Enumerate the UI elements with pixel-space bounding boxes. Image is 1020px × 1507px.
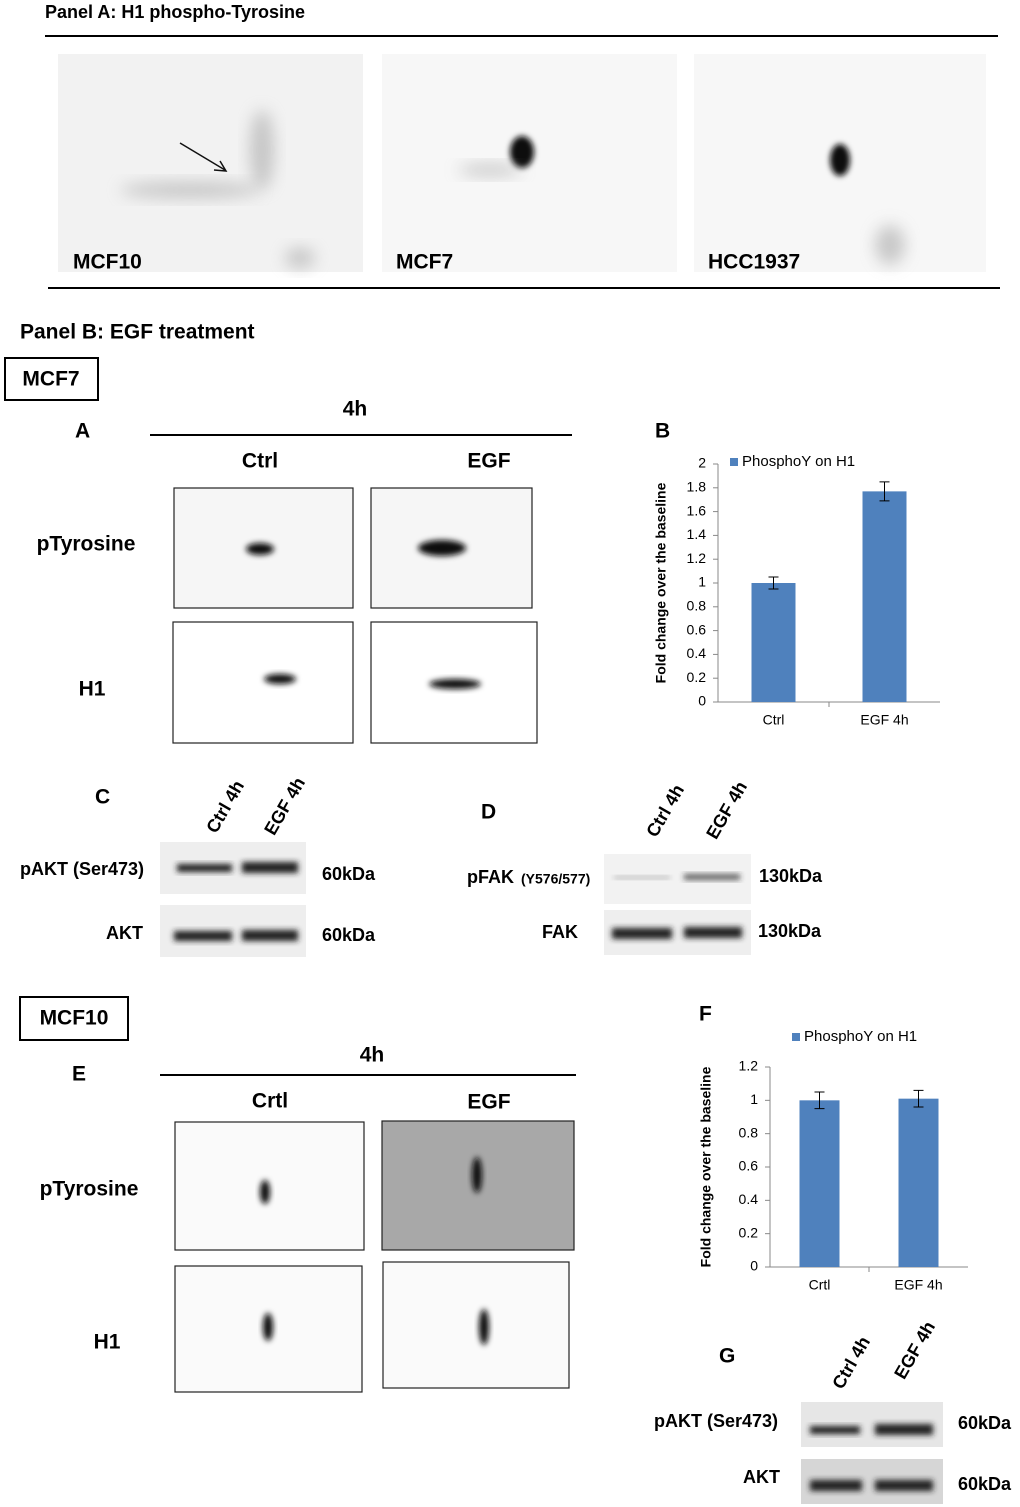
- panel-letter: E: [72, 1063, 86, 1086]
- cell-line: HCC1937: [708, 251, 800, 274]
- condition: EGF: [467, 1091, 510, 1114]
- blot-images: [801, 1402, 943, 1504]
- error-bar: [879, 481, 890, 502]
- cell-line: MCF10: [40, 1007, 109, 1030]
- y-tick-label: 0.4: [687, 645, 707, 661]
- y-tick-label: 0.8: [687, 598, 707, 614]
- size: 60kDa: [322, 925, 376, 945]
- panel-letter: B: [655, 420, 670, 443]
- time: 4h: [360, 1044, 385, 1067]
- x-tick-label: Ctrl: [763, 712, 785, 728]
- bar: [898, 1098, 939, 1267]
- y-tick-label: 1.2: [739, 1058, 759, 1074]
- row-label: H1: [79, 678, 106, 701]
- x-tick-label: EGF 4h: [860, 712, 908, 728]
- label-box: [19, 996, 129, 1041]
- lane-label: EGF 4h: [702, 778, 751, 843]
- time: 4h: [343, 398, 368, 421]
- y-tick-label: 2: [698, 455, 706, 471]
- blot-images: [172, 487, 538, 744]
- y-tick-label: 0.6: [687, 621, 707, 637]
- condition: Crtl: [252, 1090, 288, 1113]
- blot-images: [604, 854, 751, 955]
- error-bar: [768, 576, 779, 590]
- bar: [862, 491, 907, 702]
- legend-swatch: [792, 1033, 800, 1041]
- blot-images: [160, 842, 306, 957]
- row-label: pAKT (Ser473): [654, 1411, 778, 1431]
- legend-label: PhosphoY on H1: [742, 453, 855, 470]
- row-label: (Y576/577): [521, 871, 590, 887]
- row-label: pAKT (Ser473): [20, 859, 144, 879]
- lane-label: Ctrl 4h: [828, 1333, 874, 1392]
- y-tick-label: 1.2: [687, 550, 707, 566]
- y-tick-label: 0: [698, 693, 706, 709]
- x-tick-label: Crtl: [809, 1277, 831, 1293]
- row-label: AKT: [106, 923, 143, 943]
- size: 130kDa: [758, 921, 822, 941]
- lane-label: EGF 4h: [890, 1318, 939, 1383]
- row-label: AKT: [743, 1467, 780, 1487]
- condition: EGF: [467, 450, 510, 473]
- lane-label: Ctrl 4h: [642, 781, 688, 840]
- blot-images: [58, 54, 986, 272]
- lane-label: Ctrl 4h: [202, 777, 248, 836]
- size: 60kDa: [958, 1413, 1012, 1433]
- cell-line: MCF7: [396, 251, 453, 274]
- row-label: pTyrosine: [37, 533, 136, 556]
- bar: [799, 1100, 840, 1267]
- panel-title: Panel B: EGF treatment: [20, 321, 255, 344]
- size: 60kDa: [958, 1474, 1012, 1494]
- label-box: [4, 357, 99, 401]
- x-tick-label: EGF 4h: [894, 1277, 942, 1293]
- panel-letter: F: [699, 1003, 712, 1026]
- y-tick-label: 0.8: [739, 1124, 759, 1140]
- row-label: H1: [94, 1331, 121, 1354]
- y-axis-label: Fold change over the baseline: [653, 482, 669, 683]
- row-label: FAK: [542, 922, 578, 942]
- y-tick-label: 0.4: [739, 1191, 759, 1207]
- row-label: pFAK: [467, 867, 514, 887]
- cell-line: MCF10: [73, 251, 142, 274]
- blot-images: [174, 1120, 575, 1393]
- panel-letter: C: [95, 786, 110, 809]
- panel-letter: D: [481, 801, 496, 824]
- y-tick-label: 1.6: [687, 502, 707, 518]
- y-tick-label: 0.2: [687, 669, 707, 685]
- y-tick-label: 1: [698, 574, 706, 590]
- y-tick-label: 0.2: [739, 1224, 759, 1240]
- cell-line: MCF7: [22, 368, 79, 391]
- error-bar: [814, 1091, 825, 1110]
- y-tick-label: 0: [750, 1258, 758, 1274]
- bar: [751, 583, 796, 702]
- size: 130kDa: [759, 866, 823, 886]
- legend-label: PhosphoY on H1: [804, 1028, 917, 1045]
- size: 60kDa: [322, 864, 376, 884]
- panel-letter: A: [75, 420, 90, 443]
- row-label: pTyrosine: [40, 1178, 139, 1201]
- y-tick-label: 0.6: [739, 1158, 759, 1174]
- y-axis-label: Fold change over the baseline: [698, 1066, 714, 1267]
- panel-letter: G: [719, 1345, 735, 1368]
- y-tick-label: 1: [750, 1091, 758, 1107]
- lane-label: EGF 4h: [260, 774, 309, 839]
- y-tick-label: 1.8: [687, 479, 707, 495]
- condition: Ctrl: [242, 450, 278, 473]
- error-bar: [913, 1089, 924, 1108]
- y-tick-label: 1.4: [687, 526, 707, 542]
- panel-title: Panel A: H1 phospho-Tyrosine: [45, 2, 305, 22]
- legend-swatch: [730, 458, 738, 466]
